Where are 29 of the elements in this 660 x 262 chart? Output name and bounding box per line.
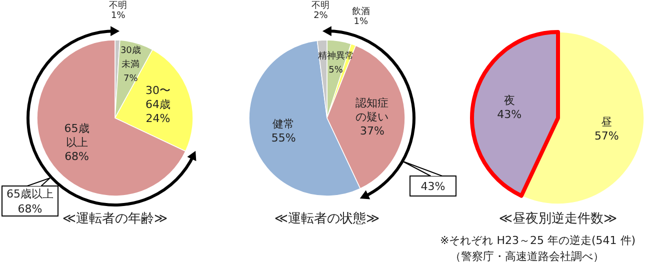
slice-label: 夜	[504, 94, 515, 107]
slice-label: 認知症の疑い	[356, 96, 389, 124]
data-label: 68%	[64, 150, 90, 164]
slice-label: 精神異常	[318, 50, 354, 62]
data-label: 24%	[146, 112, 170, 125]
data-label: 7%	[124, 74, 138, 84]
data-label: 5%	[328, 66, 344, 76]
data-label: 2%	[314, 11, 328, 22]
text: （警察庁・高速道路会社調べ）	[450, 250, 604, 262]
slice-label: 30〜64歳	[146, 84, 171, 111]
text: ≪運転者の年齢≫	[62, 212, 168, 227]
text: 43%	[420, 180, 446, 193]
slice-label: 65歳以上	[64, 122, 90, 150]
slice-label: 不明	[312, 0, 330, 12]
text: ※それぞれ H23～25 年の逆走(541 件)	[440, 234, 636, 247]
data-label: 43%	[497, 108, 522, 121]
slice-label: 不明	[109, 0, 128, 12]
slice-label: 健常	[272, 117, 295, 130]
data-label: 37%	[360, 124, 384, 138]
data-label: 1%	[354, 16, 368, 27]
data-label: 1%	[111, 11, 126, 22]
data-label: 55%	[271, 131, 296, 144]
text: 65歳以上 68%	[6, 187, 54, 216]
text: ≪昼夜別逆走件数≫	[498, 210, 618, 227]
slice-label: 30歳未満	[120, 45, 141, 70]
data-label: 57%	[594, 130, 619, 143]
slice-label: 飲酒	[352, 6, 370, 17]
text: ≪運転者の状態≫	[274, 212, 380, 227]
slice-label: 昼	[601, 116, 612, 129]
